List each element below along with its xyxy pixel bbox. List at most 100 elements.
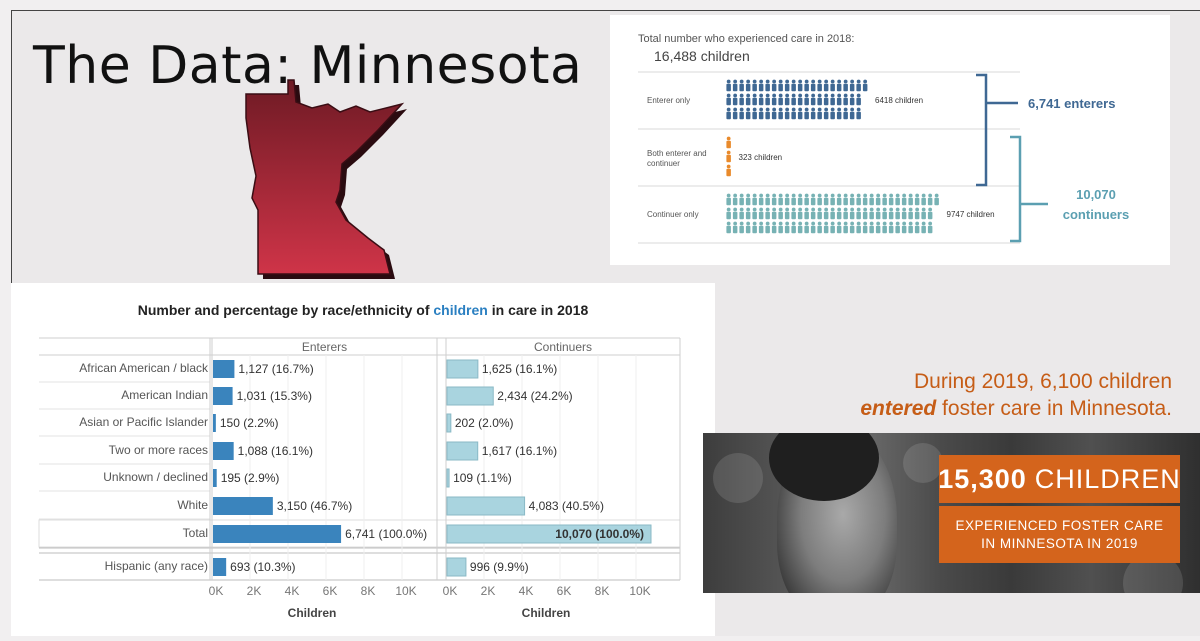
care-pictograph-chart: Total number who experienced care in 201…	[638, 33, 1129, 244]
bar	[446, 441, 479, 461]
bar	[213, 387, 233, 405]
person-icon	[791, 107, 796, 112]
person-icon	[817, 83, 822, 92]
person-icon	[850, 79, 855, 84]
person-icon	[733, 193, 738, 198]
banner-number: 15,300	[938, 463, 1027, 494]
person-icon	[915, 207, 920, 212]
category-label: Total	[183, 526, 208, 540]
person-icon	[810, 83, 816, 92]
person-icon	[849, 83, 855, 92]
person-icon	[823, 111, 829, 120]
person-icon	[830, 107, 835, 112]
care-pictograph-panel: Total number who experienced care in 201…	[610, 15, 1170, 265]
person-icon	[732, 197, 738, 206]
category-label: Unknown / declined	[103, 470, 208, 484]
person-icon	[862, 225, 868, 234]
person-icon	[856, 93, 861, 98]
person-icon	[811, 79, 816, 84]
person-icon	[771, 197, 777, 206]
person-icon	[836, 97, 842, 106]
pictograph-value-label: 6418 children	[875, 96, 923, 105]
person-icon	[843, 225, 848, 234]
person-icon	[726, 83, 731, 92]
person-icon	[804, 197, 809, 206]
person-icon	[921, 221, 926, 226]
person-icon	[810, 97, 816, 106]
category-label: White	[177, 498, 208, 512]
banner-line-1: EXPERIENCED FOSTER CARE	[955, 517, 1164, 533]
person-icon	[843, 221, 848, 226]
person-icon	[771, 97, 777, 106]
minnesota-map-icon	[245, 79, 407, 279]
caption-line-1: During 2019, 6,100 children	[913, 370, 1172, 393]
person-icon	[732, 211, 738, 220]
person-icon	[732, 225, 738, 234]
person-icon	[739, 211, 744, 220]
person-icon	[739, 79, 744, 84]
person-icon	[863, 207, 868, 212]
person-icon	[726, 79, 731, 84]
person-icon	[869, 211, 874, 220]
pictograph-value-label: 323 children	[739, 153, 783, 162]
person-icon	[836, 211, 842, 220]
bar	[446, 496, 526, 516]
person-icon	[746, 221, 751, 226]
person-icon	[843, 97, 848, 106]
person-icon	[862, 211, 868, 220]
person-icon	[843, 207, 848, 212]
person-icon	[733, 93, 738, 98]
person-icon	[830, 93, 835, 98]
person-icon	[791, 97, 796, 106]
person-icon	[772, 79, 777, 84]
person-icon	[921, 193, 926, 198]
person-icon	[902, 207, 907, 212]
person-icon	[765, 107, 770, 112]
x-tick-label: 0K	[443, 584, 458, 598]
person-icon	[856, 107, 861, 112]
person-icon	[785, 207, 790, 212]
bar-value-label: 150 (2.2%)	[220, 416, 279, 430]
person-icon	[726, 225, 731, 234]
person-icon	[726, 140, 731, 149]
person-icon	[810, 225, 816, 234]
person-icon	[778, 211, 783, 220]
person-icon	[771, 83, 777, 92]
person-icon	[752, 93, 757, 98]
person-icon	[830, 97, 835, 106]
x-tick-label: 2K	[481, 584, 496, 598]
person-icon	[798, 79, 803, 84]
person-icon	[772, 193, 777, 198]
person-icon	[811, 107, 816, 112]
person-icon	[849, 225, 855, 234]
bar-value-label: 1,031 (15.3%)	[237, 389, 312, 403]
person-icon	[817, 97, 822, 106]
person-icon	[856, 221, 861, 226]
person-icon	[862, 197, 868, 206]
person-icon	[778, 79, 783, 84]
person-icon	[850, 207, 855, 212]
person-icon	[726, 197, 731, 206]
person-icon	[785, 79, 790, 84]
person-icon	[921, 225, 926, 234]
person-icon	[843, 211, 848, 220]
person-icon	[778, 193, 783, 198]
person-icon	[739, 221, 744, 226]
person-icon	[817, 225, 822, 234]
enterers-bracket	[976, 73, 988, 187]
person-icon	[726, 221, 731, 226]
person-icon	[843, 93, 848, 98]
person-icon	[824, 207, 829, 212]
bar-value-label: 2,434 (24.2%)	[497, 389, 572, 403]
person-icon	[830, 221, 835, 226]
person-icon	[726, 97, 731, 106]
bar-value-label: 4,083 (40.5%)	[529, 499, 604, 513]
person-icon	[791, 79, 796, 84]
person-icon	[837, 193, 842, 198]
bar-value-label: 1,625 (16.1%)	[482, 362, 557, 376]
person-icon	[726, 136, 731, 141]
person-icon	[823, 225, 829, 234]
person-icon	[797, 211, 803, 220]
bar-value-label: 1,127 (16.7%)	[238, 362, 313, 376]
x-axis-label: Children	[522, 606, 571, 620]
